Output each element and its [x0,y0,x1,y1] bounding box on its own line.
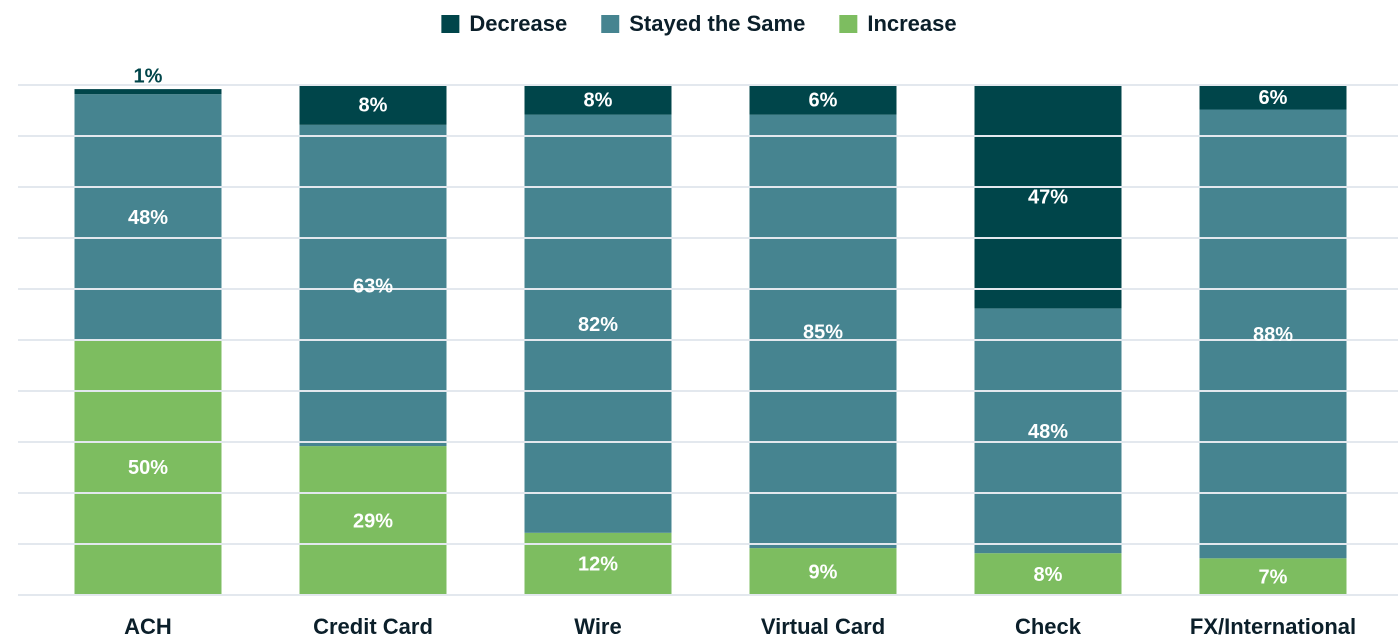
bar-segment [1199,558,1347,594]
data-label: 8% [1034,564,1063,586]
bar-segment [749,84,897,115]
data-label: 29% [353,510,393,532]
bar-segment [74,89,222,95]
legend-swatch [839,15,858,33]
legend-swatch [601,15,620,33]
bar-segment [74,339,222,594]
data-label: 9% [809,561,838,583]
legend-swatch [441,15,460,33]
bar-segment [524,84,672,115]
bars [74,84,1347,594]
data-label: 85% [803,322,843,344]
bar-segment [749,548,897,594]
data-label: 8% [359,95,388,117]
x-tick-label: FX/International [1190,614,1356,639]
x-tick-label: Virtual Card [761,614,885,639]
x-tick-label: Check [1015,614,1082,639]
bar-segment [974,553,1122,594]
bar-segment [299,124,447,447]
x-tick-label: ACH [124,614,172,639]
bar-segment [1199,109,1347,559]
bar-segment [974,84,1122,309]
bar-segment [299,84,447,125]
data-label: 82% [578,314,618,336]
data-label: 63% [353,276,393,298]
x-tick-label: Wire [574,614,621,639]
legend-label: Decrease [469,11,567,36]
data-label: 47% [1028,186,1068,208]
data-label: 6% [809,90,838,112]
bar-segment [524,114,672,533]
legend-label: Increase [867,11,956,36]
data-label: 48% [128,207,168,229]
data-label: 12% [578,554,618,576]
data-label: 7% [1259,566,1288,588]
data-label: 48% [1028,421,1068,443]
data-label: 88% [1253,324,1293,346]
bar-segment [1199,84,1347,110]
bar-segment [974,308,1122,554]
data-label: 8% [584,90,613,112]
bar-segment [299,446,447,594]
x-tick-label: Credit Card [313,614,433,639]
legend-label: Stayed the Same [629,11,805,36]
data-label: 1% [134,65,163,87]
data-label: 50% [128,457,168,479]
data-label: 6% [1259,87,1288,109]
